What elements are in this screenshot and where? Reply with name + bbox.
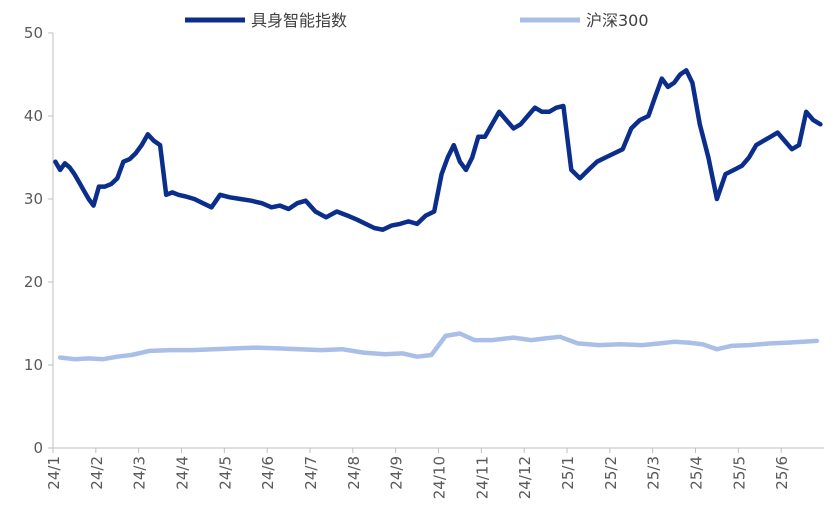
x-tick-label: 24/5	[216, 456, 234, 490]
y-tick-label: 50	[24, 24, 43, 42]
y-tick-label: 30	[24, 190, 43, 208]
x-tick-label: 24/9	[388, 456, 406, 490]
x-tick-label: 25/2	[602, 456, 620, 490]
x-tick-label: 25/3	[645, 456, 663, 490]
x-tick-label: 25/1	[559, 456, 577, 490]
series-line-embodied-ai-index	[53, 68, 823, 232]
legend-item-embodied-ai-index: 具身智能指数	[185, 11, 347, 30]
x-tick-label: 24/2	[88, 456, 106, 490]
y-tick-label: 10	[24, 356, 43, 374]
legend-item-csi300: 沪深300	[520, 11, 649, 30]
y-tick-label: 40	[24, 107, 43, 125]
x-axis: 24/1 24/2 24/3 24/4 24/5 24/6 24/7 24/8 24/9 24/1…	[45, 447, 824, 499]
x-tick-label: 24/11	[473, 456, 491, 499]
legend-label: 沪深300	[586, 11, 649, 30]
legend-label: 具身智能指数	[251, 11, 347, 30]
x-tick-label: 25/5	[730, 456, 748, 490]
x-tick-label: 24/8	[345, 456, 363, 490]
x-tick-label: 25/6	[773, 456, 791, 490]
x-tick-label: 24/3	[131, 456, 149, 490]
series-line-csi300	[57, 331, 820, 362]
x-tick-label: 24/4	[174, 456, 192, 490]
legend: 具身智能指数 沪深300	[185, 11, 649, 30]
y-tick-label: 0	[33, 439, 43, 457]
x-tick-label: 24/7	[302, 456, 320, 490]
x-tick-label: 24/12	[516, 456, 534, 499]
x-tick-label: 25/4	[688, 456, 706, 490]
x-tick-label: 24/6	[259, 456, 277, 490]
y-axis: 0 10 20 30 40 50	[24, 24, 54, 457]
y-tick-label: 20	[24, 273, 43, 291]
x-tick-label: 24/10	[431, 456, 449, 499]
x-tick-label: 24/1	[45, 456, 63, 490]
series-layer	[53, 68, 823, 362]
